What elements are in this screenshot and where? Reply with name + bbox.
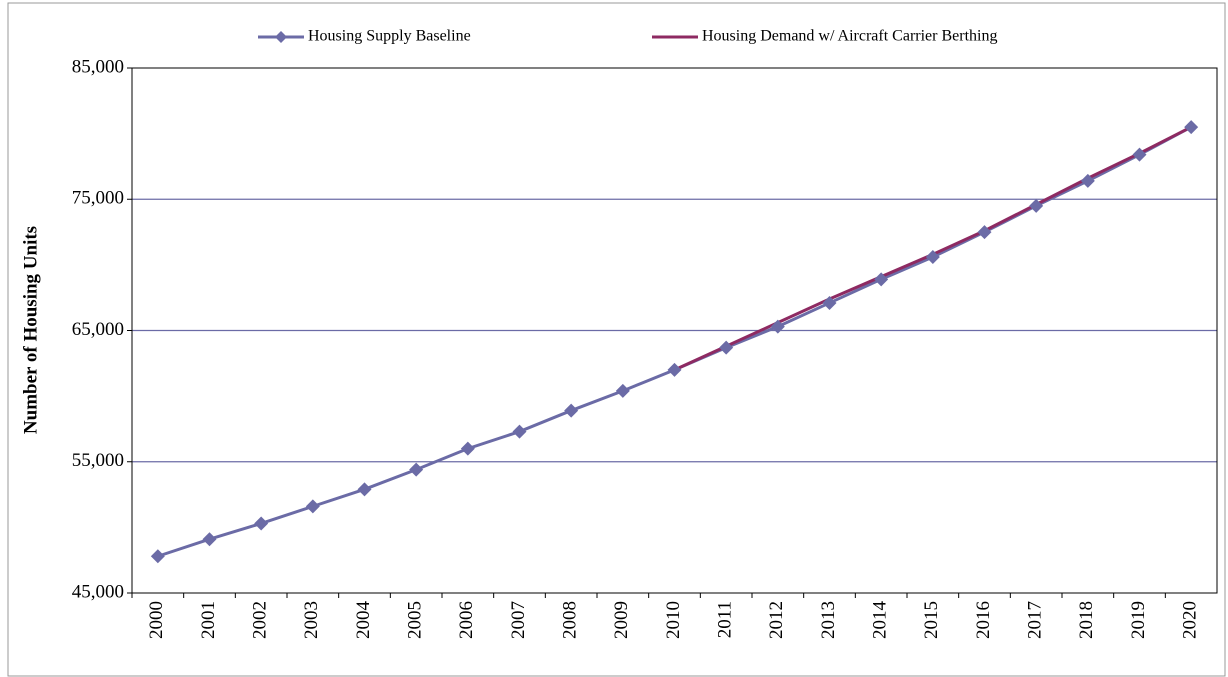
y-tick-label: 45,000	[72, 581, 124, 602]
y-tick-label: 75,000	[72, 188, 124, 209]
marker	[254, 516, 269, 531]
marker	[1184, 120, 1199, 135]
legend-marker	[275, 31, 287, 43]
y-tick-label: 65,000	[72, 319, 124, 340]
x-tick-label: 2020	[1180, 601, 1201, 639]
x-tick-label: 2013	[818, 601, 839, 639]
marker	[719, 340, 734, 355]
plot-area	[131, 67, 1218, 594]
x-tick-label: 2002	[250, 601, 271, 639]
x-tick-label: 2004	[353, 601, 374, 640]
x-tick-label: 2006	[456, 601, 477, 639]
chart-frame	[7, 2, 1226, 677]
x-tick-label: 2009	[611, 601, 632, 639]
marker	[615, 383, 630, 398]
x-tick-label: 2005	[405, 601, 426, 639]
x-tick-label: 2008	[560, 601, 581, 639]
marker	[202, 532, 217, 547]
marker	[874, 272, 889, 287]
marker	[357, 482, 372, 497]
x-tick-label: 2015	[921, 601, 942, 639]
marker	[977, 225, 992, 240]
marker	[409, 462, 424, 477]
marker	[1132, 147, 1147, 162]
x-tick-label: 2007	[508, 601, 529, 639]
marker	[1080, 173, 1095, 188]
x-tick-label: 2019	[1128, 601, 1149, 639]
x-tick-label: 2000	[146, 601, 167, 639]
marker	[822, 295, 837, 310]
marker	[460, 441, 475, 456]
y-axis-label: Number of Housing Units	[20, 226, 41, 434]
x-tick-label: 2003	[301, 601, 322, 639]
x-tick-label: 2001	[198, 601, 219, 639]
x-tick-label: 2018	[1076, 601, 1097, 639]
marker	[564, 403, 579, 418]
x-tick-label: 2016	[973, 601, 994, 639]
legend-label: Housing Supply Baseline	[308, 28, 471, 45]
y-tick-label: 85,000	[72, 56, 124, 77]
x-tick-label: 2017	[1025, 601, 1046, 639]
marker	[1029, 198, 1044, 213]
x-tick-label: 2010	[663, 601, 684, 639]
marker	[925, 250, 940, 264]
y-tick-label: 55,000	[72, 450, 124, 471]
marker	[667, 362, 682, 377]
marker	[770, 319, 785, 334]
x-tick-label: 2014	[870, 601, 891, 640]
marker	[150, 549, 165, 564]
marker	[512, 424, 527, 439]
x-tick-label: 2011	[715, 601, 736, 638]
marker	[305, 499, 320, 514]
legend-label: Housing Demand w/ Aircraft Carrier Berth…	[702, 28, 997, 45]
x-tick-label: 2012	[766, 601, 787, 639]
